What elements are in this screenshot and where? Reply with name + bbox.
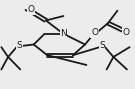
Text: S: S: [99, 41, 105, 50]
Text: O: O: [122, 28, 129, 37]
Text: N: N: [60, 29, 67, 38]
Text: S: S: [17, 41, 22, 50]
Text: O: O: [28, 5, 35, 14]
Text: O: O: [91, 28, 98, 37]
